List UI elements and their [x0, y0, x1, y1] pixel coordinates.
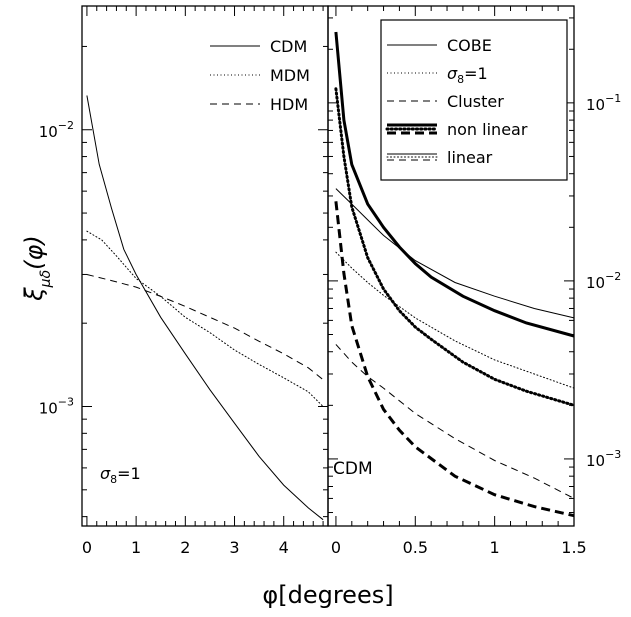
y-tick-label: 10−2 [586, 270, 621, 292]
right-series-group [334, 31, 576, 518]
y-tick-label: 10−1 [586, 92, 621, 114]
left-legend: CDM MDM HDM [210, 37, 310, 114]
series-line-mdm [86, 230, 324, 407]
y-axis-title: ξμδ(φ) [20, 235, 54, 301]
legend-label-hdm: HDM [270, 95, 308, 114]
left-x-ticks: 0 1 2 3 4 [82, 6, 324, 557]
series-line-cobe-thin [335, 188, 575, 319]
legend-label-linear: linear [447, 148, 493, 167]
left-series-group [86, 95, 324, 521]
y-axis-title-main: ξ [20, 287, 48, 302]
x-tick-label: 0 [331, 538, 341, 557]
right-panel-annotation: CDM [333, 459, 373, 479]
x-tick-label: 1 [131, 538, 141, 557]
x-axis-title: φ[degrees] [262, 581, 393, 609]
legend-label--8-1: σ8=1 [447, 64, 488, 86]
series-line-cdm [86, 95, 324, 521]
right-panel: 10−3 10−2 10−1 0 0.5 1 1.5 COBE σ8=1 Cluster non… [327, 5, 621, 557]
legend-label-cobe: COBE [447, 36, 492, 55]
x-tick-label: 3 [229, 538, 239, 557]
y-axis-title-subscript: μδ [38, 270, 54, 288]
x-tick-label: 2 [180, 538, 190, 557]
legend-label-cluster: Cluster [447, 92, 504, 111]
x-tick-label: 1.5 [561, 538, 586, 557]
y-axis-title-tail: (φ) [20, 235, 48, 270]
legend-label-cdm: CDM [270, 37, 307, 56]
series-line-cluster-thin [335, 344, 575, 499]
series-line--8-1-thick [334, 87, 576, 407]
legend-label-mdm: MDM [270, 66, 310, 85]
y-tick-label: 10−2 [39, 119, 74, 141]
left-panel: 10−3 10−2 0 1 2 3 4 CDM MDM HDM σ8=1 [39, 5, 329, 557]
y-tick-label: 10−3 [586, 448, 621, 470]
left-panel-annotation: σ8=1 [100, 464, 141, 486]
legend-label-non-linear: non linear [447, 120, 528, 139]
right-x-ticks: 0 0.5 1 1.5 [331, 6, 587, 557]
x-tick-label: 0.5 [403, 538, 428, 557]
series-line-cobe-thick [334, 31, 575, 338]
x-tick-label: 1 [490, 538, 500, 557]
y-tick-label: 10−3 [39, 396, 74, 418]
right-plot-frame [327, 5, 575, 527]
x-tick-label: 4 [279, 538, 289, 557]
y-axis-title-text: ξμδ(φ) [20, 235, 54, 301]
series-line-cluster-thick [334, 201, 575, 518]
right-legend-box [380, 19, 568, 181]
series-line--8-1-thin [335, 251, 575, 389]
series-line-hdm [86, 274, 324, 381]
right-y-ticks: 10−3 10−2 10−1 [328, 17, 621, 514]
left-y-ticks: 10−3 10−2 [39, 45, 328, 518]
right-legend: COBE σ8=1 Cluster non linear linear [385, 36, 528, 167]
x-tick-label: 0 [82, 538, 92, 557]
